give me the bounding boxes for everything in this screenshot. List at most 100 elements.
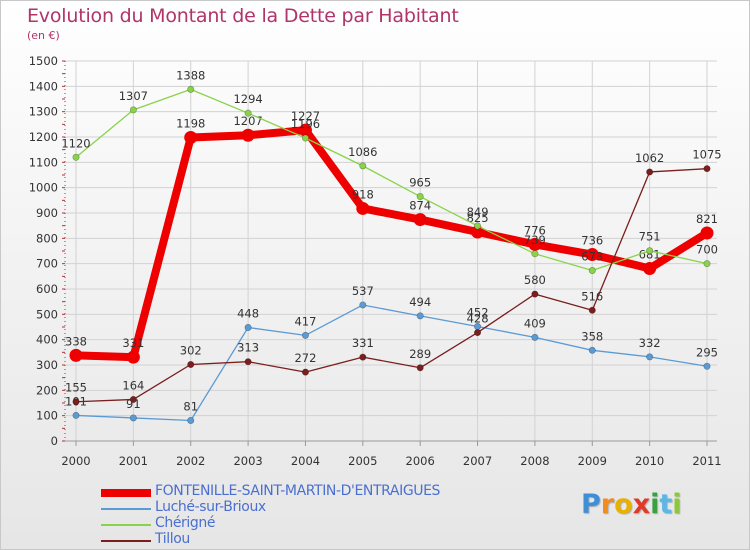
x-tick-label: 2004 xyxy=(291,454,320,468)
data-label: 516 xyxy=(581,289,603,303)
data-point xyxy=(416,312,424,320)
x-tick-label: 2006 xyxy=(406,454,435,468)
y-tick-label: 900 xyxy=(36,206,58,220)
legend-label: Tillou xyxy=(155,531,190,547)
data-point xyxy=(72,153,80,161)
data-point xyxy=(69,348,83,362)
data-label: 874 xyxy=(409,199,431,213)
data-point xyxy=(244,109,252,117)
y-tick-label: 1100 xyxy=(29,155,58,169)
data-label: 289 xyxy=(409,347,431,361)
data-point xyxy=(359,353,367,361)
data-point xyxy=(646,353,654,361)
data-label: 1294 xyxy=(233,92,262,106)
data-label: 1120 xyxy=(61,136,90,150)
data-label: 91 xyxy=(126,397,141,411)
data-point xyxy=(72,398,80,406)
legend-swatch xyxy=(101,540,151,542)
data-point xyxy=(356,201,370,215)
data-point xyxy=(416,364,424,372)
series-line xyxy=(75,126,710,362)
data-point xyxy=(531,250,539,258)
data-point xyxy=(359,162,367,170)
y-tick-label: 1200 xyxy=(29,130,58,144)
data-label: 776 xyxy=(524,223,546,237)
data-label: 1227 xyxy=(291,109,320,123)
data-label: 452 xyxy=(467,305,489,319)
data-label: 1307 xyxy=(119,89,148,103)
data-label: 358 xyxy=(581,329,603,343)
series-line xyxy=(75,168,708,403)
data-label: 164 xyxy=(122,378,144,392)
data-label: 155 xyxy=(65,381,87,395)
data-label: 580 xyxy=(524,273,546,287)
data-label: 272 xyxy=(294,351,316,365)
data-point xyxy=(416,193,424,201)
data-label: 751 xyxy=(639,230,661,244)
data-label: 417 xyxy=(294,314,316,328)
x-tick-label: 2009 xyxy=(578,454,607,468)
data-point xyxy=(126,350,140,364)
data-label: 1207 xyxy=(233,114,262,128)
y-tick-label: 1500 xyxy=(29,54,58,68)
data-label: 537 xyxy=(352,284,374,298)
data-point xyxy=(585,248,599,262)
data-label: 295 xyxy=(696,345,718,359)
y-tick-label: 500 xyxy=(36,307,58,321)
data-point xyxy=(187,416,195,424)
legend-label: Chérigné xyxy=(155,515,216,531)
data-point xyxy=(184,131,198,145)
y-tick-label: 600 xyxy=(36,282,58,296)
data-label: 81 xyxy=(183,399,198,413)
data-point xyxy=(646,168,654,176)
data-label: 409 xyxy=(524,316,546,330)
data-point xyxy=(703,165,711,173)
data-point xyxy=(244,358,252,366)
data-label: 448 xyxy=(237,307,259,321)
y-tick-label: 300 xyxy=(36,358,58,372)
data-label: 1196 xyxy=(291,117,320,131)
chart-title: Evolution du Montant de la Dette par Hab… xyxy=(27,5,459,27)
data-label: 494 xyxy=(409,295,431,309)
data-label: 331 xyxy=(352,336,374,350)
data-label: 965 xyxy=(409,176,431,190)
data-label: 849 xyxy=(467,205,489,219)
x-tick-label: 2000 xyxy=(61,454,90,468)
data-point xyxy=(474,329,482,337)
data-label: 681 xyxy=(639,247,661,261)
data-point xyxy=(413,213,427,227)
data-point xyxy=(301,331,309,339)
data-label: 332 xyxy=(639,336,661,350)
x-tick-label: 2003 xyxy=(233,454,262,468)
data-point xyxy=(301,134,309,142)
data-label: 338 xyxy=(65,334,87,348)
x-tick-label: 2005 xyxy=(348,454,377,468)
data-point xyxy=(129,106,137,114)
data-label: 1075 xyxy=(692,148,721,162)
data-point xyxy=(588,267,596,275)
data-point xyxy=(298,123,312,137)
data-point xyxy=(129,414,137,422)
data-label: 821 xyxy=(696,212,718,226)
x-tick-label: 2002 xyxy=(176,454,205,468)
data-label: 1086 xyxy=(348,145,377,159)
data-point xyxy=(531,290,539,298)
data-point xyxy=(528,237,542,251)
legend-swatch xyxy=(101,489,151,497)
data-label: 1062 xyxy=(635,151,664,165)
data-point xyxy=(700,226,714,240)
y-tick-label: 1400 xyxy=(29,79,58,93)
proxiti-logo: Proxiti xyxy=(581,489,682,520)
series-line xyxy=(75,304,708,422)
x-tick-label: 2008 xyxy=(520,454,549,468)
legend-swatch xyxy=(101,508,151,510)
y-tick-label: 100 xyxy=(36,409,58,423)
data-point xyxy=(241,128,255,142)
data-label: 1198 xyxy=(176,117,205,131)
x-tick-label: 2007 xyxy=(463,454,492,468)
data-point xyxy=(703,260,711,268)
data-point xyxy=(72,411,80,419)
y-tick-label: 1000 xyxy=(29,181,58,195)
x-tick-label: 2001 xyxy=(119,454,148,468)
x-tick-label: 2010 xyxy=(635,454,664,468)
